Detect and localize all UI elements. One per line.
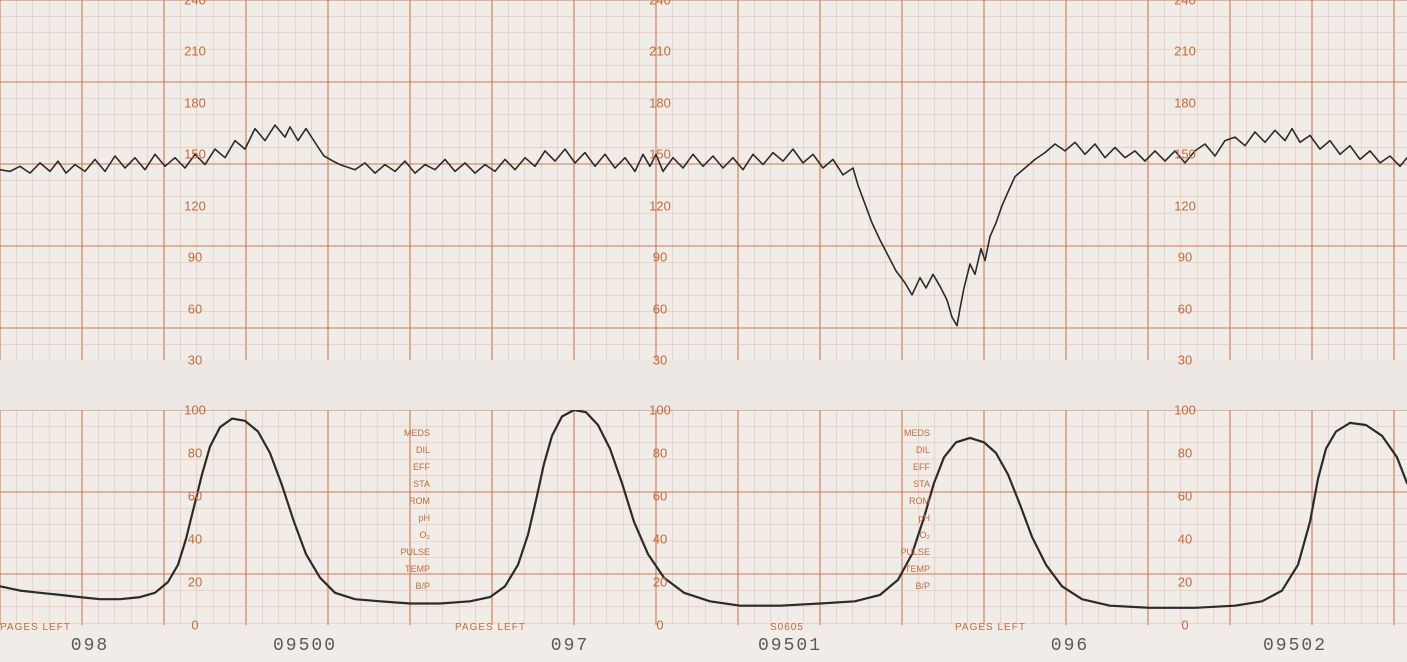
fhr-grid: [0, 0, 1407, 360]
axis-tick-label: 0: [1181, 618, 1188, 633]
axis-tick-label: 0: [656, 618, 663, 633]
axis-tick-label: 20: [188, 575, 202, 590]
axis-tick-label: 40: [1178, 532, 1192, 547]
axis-tick-label: 60: [653, 301, 667, 316]
axis-tick-label: 90: [188, 250, 202, 265]
axis-tick-label: 80: [1178, 446, 1192, 461]
axis-tick-label: 240: [184, 0, 206, 8]
axis-tick-label: 180: [1174, 95, 1196, 110]
axis-tick-label: 100: [184, 403, 206, 418]
strip-page-number: 097: [551, 636, 589, 656]
axis-tick-label: 20: [653, 575, 667, 590]
pages-left-label: PAGES LEFT: [455, 622, 526, 633]
axis-tick-label: 210: [649, 44, 671, 59]
axis-tick-label: 60: [188, 301, 202, 316]
axis-tick-label: 60: [188, 489, 202, 504]
toco-grid: [0, 410, 1407, 625]
axis-tick-label: 180: [184, 95, 206, 110]
axis-tick-label: 240: [649, 0, 671, 8]
strip-page-number: 096: [1051, 636, 1089, 656]
axis-tick-label: 60: [1178, 301, 1192, 316]
pages-left-label: PAGES LEFT: [955, 622, 1026, 633]
chart-annotation-block: MEDSDILEFFSTAROMpHO₂PULSETEMPB/P: [885, 425, 930, 595]
strip-gap: [0, 360, 1407, 410]
toco-strip: [0, 410, 1407, 625]
axis-tick-label: 0: [191, 618, 198, 633]
axis-tick-label: 150: [649, 147, 671, 162]
strip-serial: S0605: [770, 622, 804, 633]
strip-page-number: 09500: [273, 636, 337, 656]
axis-tick-label: 30: [653, 353, 667, 368]
pages-left-label: PAGES LEFT: [0, 622, 71, 633]
axis-tick-label: 240: [1174, 0, 1196, 8]
axis-tick-label: 20: [1178, 575, 1192, 590]
chart-annotation-block: MEDSDILEFFSTAROMpHO₂PULSETEMPB/P: [385, 425, 430, 595]
axis-tick-label: 120: [1174, 198, 1196, 213]
axis-tick-label: 40: [653, 532, 667, 547]
axis-tick-label: 30: [188, 353, 202, 368]
axis-tick-label: 120: [184, 198, 206, 213]
axis-tick-label: 100: [649, 403, 671, 418]
strip-page-number: 098: [71, 636, 109, 656]
axis-tick-label: 210: [1174, 44, 1196, 59]
fhr-strip: [0, 0, 1407, 360]
axis-tick-label: 210: [184, 44, 206, 59]
axis-tick-label: 40: [188, 532, 202, 547]
axis-tick-label: 100: [1174, 403, 1196, 418]
axis-tick-label: 150: [1174, 147, 1196, 162]
strip-page-number: 09501: [758, 636, 822, 656]
axis-tick-label: 90: [1178, 250, 1192, 265]
axis-tick-label: 60: [653, 489, 667, 504]
axis-tick-label: 120: [649, 198, 671, 213]
axis-tick-label: 30: [1178, 353, 1192, 368]
axis-tick-label: 80: [188, 446, 202, 461]
axis-tick-label: 180: [649, 95, 671, 110]
axis-tick-label: 80: [653, 446, 667, 461]
axis-tick-label: 90: [653, 250, 667, 265]
axis-tick-label: 150: [184, 147, 206, 162]
strip-page-number: 09502: [1263, 636, 1327, 656]
axis-tick-label: 60: [1178, 489, 1192, 504]
fetal-monitor-strip: 30 30 30 60 60 60 90 90 90 120 120 120 150 150 150 180 1…: [0, 0, 1407, 662]
